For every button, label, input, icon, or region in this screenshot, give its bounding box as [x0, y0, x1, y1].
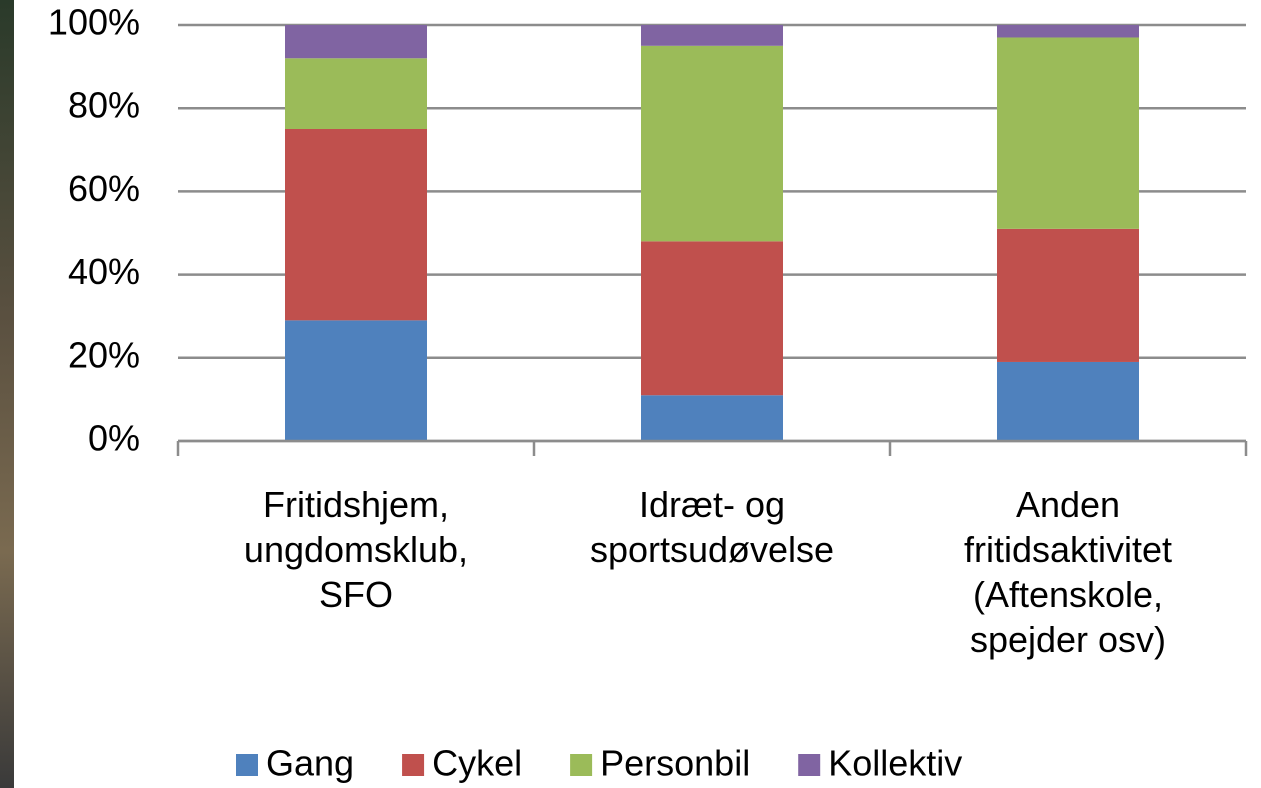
legend-label: Personbil	[600, 743, 750, 784]
bar-segment	[641, 241, 783, 396]
bar-segment	[641, 45, 783, 242]
bar-segment	[997, 25, 1139, 38]
legend-label: Gang	[266, 743, 354, 784]
x-tick-label: Fritidshjem, ungdomsklub, SFO	[243, 484, 469, 615]
bar-segment	[285, 129, 427, 321]
legend-swatch	[236, 754, 258, 776]
legend-label: Cykel	[432, 743, 522, 784]
bar-segment	[641, 395, 783, 441]
y-tick-label: 80%	[68, 85, 140, 126]
bar-segment	[285, 58, 427, 129]
bar-segment	[641, 25, 783, 46]
x-tick-label: Idræt- og sportsudøvelse	[589, 484, 835, 570]
y-tick-label: 0%	[88, 418, 140, 459]
bar-segment	[285, 320, 427, 441]
bar-segment	[997, 361, 1139, 441]
legend-swatch	[402, 754, 425, 776]
x-tick-label: Anden fritidsaktivitet (Aftenskole, spej…	[963, 484, 1173, 660]
y-tick-label: 40%	[68, 251, 140, 292]
y-tick-label: 20%	[68, 334, 140, 375]
bar-segment	[997, 37, 1139, 229]
background-photo-strip	[0, 0, 14, 788]
bar-segment	[997, 228, 1139, 362]
legend-label: Kollektiv	[828, 743, 962, 784]
y-tick-label: 100%	[48, 2, 140, 43]
legend-swatch	[570, 754, 593, 776]
legend-swatch	[798, 754, 821, 776]
bar-segment	[285, 25, 427, 59]
y-tick-label: 60%	[68, 168, 140, 209]
